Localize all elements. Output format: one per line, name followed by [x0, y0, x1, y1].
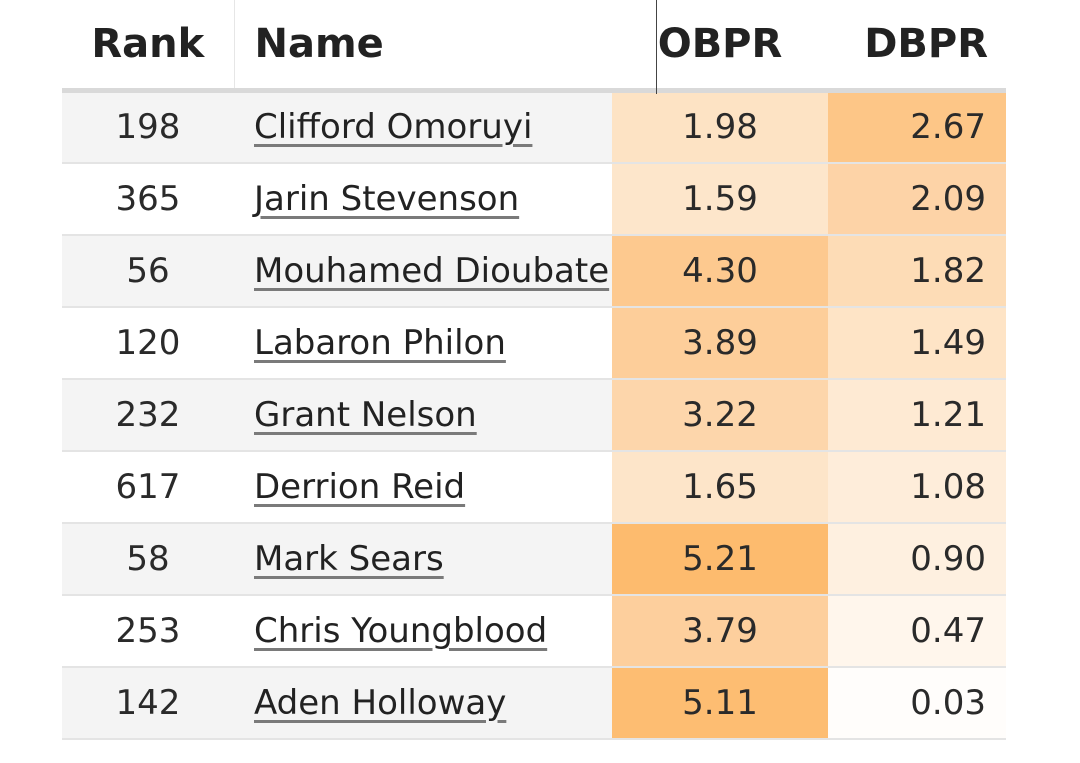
name-cell: Grant Nelson	[234, 378, 612, 451]
table-row: 56 Mouhamed Dioubate 4.30 1.82	[62, 234, 1006, 307]
rank-cell: 232	[62, 378, 234, 451]
player-name-link[interactable]: Clifford Omoruyi	[254, 107, 533, 148]
player-name-link[interactable]: Chris Youngblood	[254, 610, 548, 651]
player-name-link[interactable]: Mouhamed Dioubate	[254, 250, 610, 291]
table-row: 365 Jarin Stevenson 1.59 2.09	[62, 162, 1006, 235]
table-body: 198 Clifford Omoruyi 1.98 2.67 365 Jarin Stev…	[62, 90, 1006, 739]
obpr-cell: 1.59	[612, 162, 828, 235]
player-name-link[interactable]: Labaron Philon	[254, 322, 506, 363]
dbpr-column-header[interactable]: DBPR	[828, 0, 1006, 91]
obpr-cell: 3.89	[612, 306, 828, 379]
name-cell: Derrion Reid	[234, 451, 612, 523]
obpr-cell: 5.21	[612, 522, 828, 595]
column-resize-divider[interactable]	[656, 0, 657, 94]
table-row: 120 Labaron Philon 3.89 1.49	[62, 306, 1006, 379]
table-row: 58 Mark Sears 5.21 0.90	[62, 522, 1006, 595]
name-column-header[interactable]: Name	[234, 0, 612, 91]
obpr-cell: 1.65	[612, 450, 828, 523]
name-cell: Clifford Omoruyi	[234, 90, 612, 163]
table-row: 617 Derrion Reid 1.65 1.08	[62, 450, 1006, 523]
dbpr-cell: 1.08	[828, 450, 1006, 523]
dbpr-cell: 0.03	[828, 666, 1006, 739]
obpr-column-header[interactable]: OBPR	[612, 0, 828, 94]
rank-cell: 198	[62, 90, 234, 163]
table-row: 142 Aden Holloway 5.11 0.03	[62, 666, 1006, 739]
player-stats-table: Rank Name OBPR DBPR 198 Clifford Omoruyi 1…	[62, 0, 1006, 740]
rank-cell: 617	[115, 466, 181, 507]
dbpr-cell: 2.67	[828, 90, 1006, 163]
obpr-cell: 3.22	[612, 378, 828, 451]
name-cell: Mark Sears	[234, 522, 612, 595]
rank-cell: 253	[115, 610, 181, 651]
obpr-cell: 1.98	[612, 90, 828, 163]
player-name-link[interactable]: Aden Holloway	[254, 682, 507, 723]
header-row: Rank Name OBPR DBPR	[62, 0, 1006, 94]
dbpr-cell: 1.49	[828, 306, 1006, 379]
table-row: 198 Clifford Omoruyi 1.98 2.67	[62, 90, 1006, 163]
dbpr-cell: 0.90	[828, 522, 1006, 595]
obpr-cell: 3.79	[612, 594, 828, 667]
rank-cell: 58	[62, 522, 234, 595]
table-row: 232 Grant Nelson 3.22 1.21	[62, 378, 1006, 451]
rank-column-header[interactable]: Rank	[62, 0, 235, 91]
rank-cell: 365	[115, 178, 181, 219]
rank-cell: 56	[62, 234, 234, 307]
dbpr-cell: 1.21	[828, 378, 1006, 451]
player-name-link[interactable]: Mark Sears	[254, 538, 444, 579]
player-name-link[interactable]: Derrion Reid	[254, 466, 466, 507]
name-cell: Labaron Philon	[234, 307, 612, 379]
name-cell: Aden Holloway	[234, 666, 612, 739]
rank-cell: 120	[115, 322, 181, 363]
player-name-link[interactable]: Grant Nelson	[254, 394, 477, 435]
table-row: 253 Chris Youngblood 3.79 0.47	[62, 594, 1006, 667]
obpr-cell: 4.30	[612, 234, 828, 307]
obpr-cell: 5.11	[612, 666, 828, 739]
name-cell: Chris Youngblood	[234, 595, 612, 667]
dbpr-cell: 1.82	[828, 234, 1006, 307]
name-cell: Mouhamed Dioubate	[234, 234, 612, 307]
dbpr-cell: 0.47	[828, 594, 1006, 667]
table-header: Rank Name OBPR DBPR	[62, 0, 1006, 94]
rank-cell: 142	[62, 666, 234, 739]
name-cell: Jarin Stevenson	[234, 163, 612, 235]
dbpr-cell: 2.09	[828, 162, 1006, 235]
obpr-column-header-label: OBPR	[657, 21, 783, 67]
player-name-link[interactable]: Jarin Stevenson	[254, 178, 520, 219]
